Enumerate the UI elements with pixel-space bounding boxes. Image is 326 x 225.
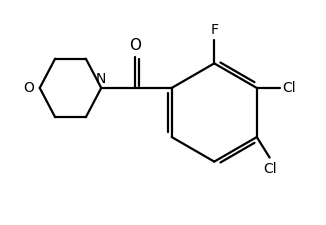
Text: O: O [24,81,35,95]
Text: Cl: Cl [264,162,277,176]
Text: O: O [129,38,141,53]
Text: N: N [96,72,106,86]
Text: F: F [210,23,218,37]
Text: Cl: Cl [282,81,296,95]
